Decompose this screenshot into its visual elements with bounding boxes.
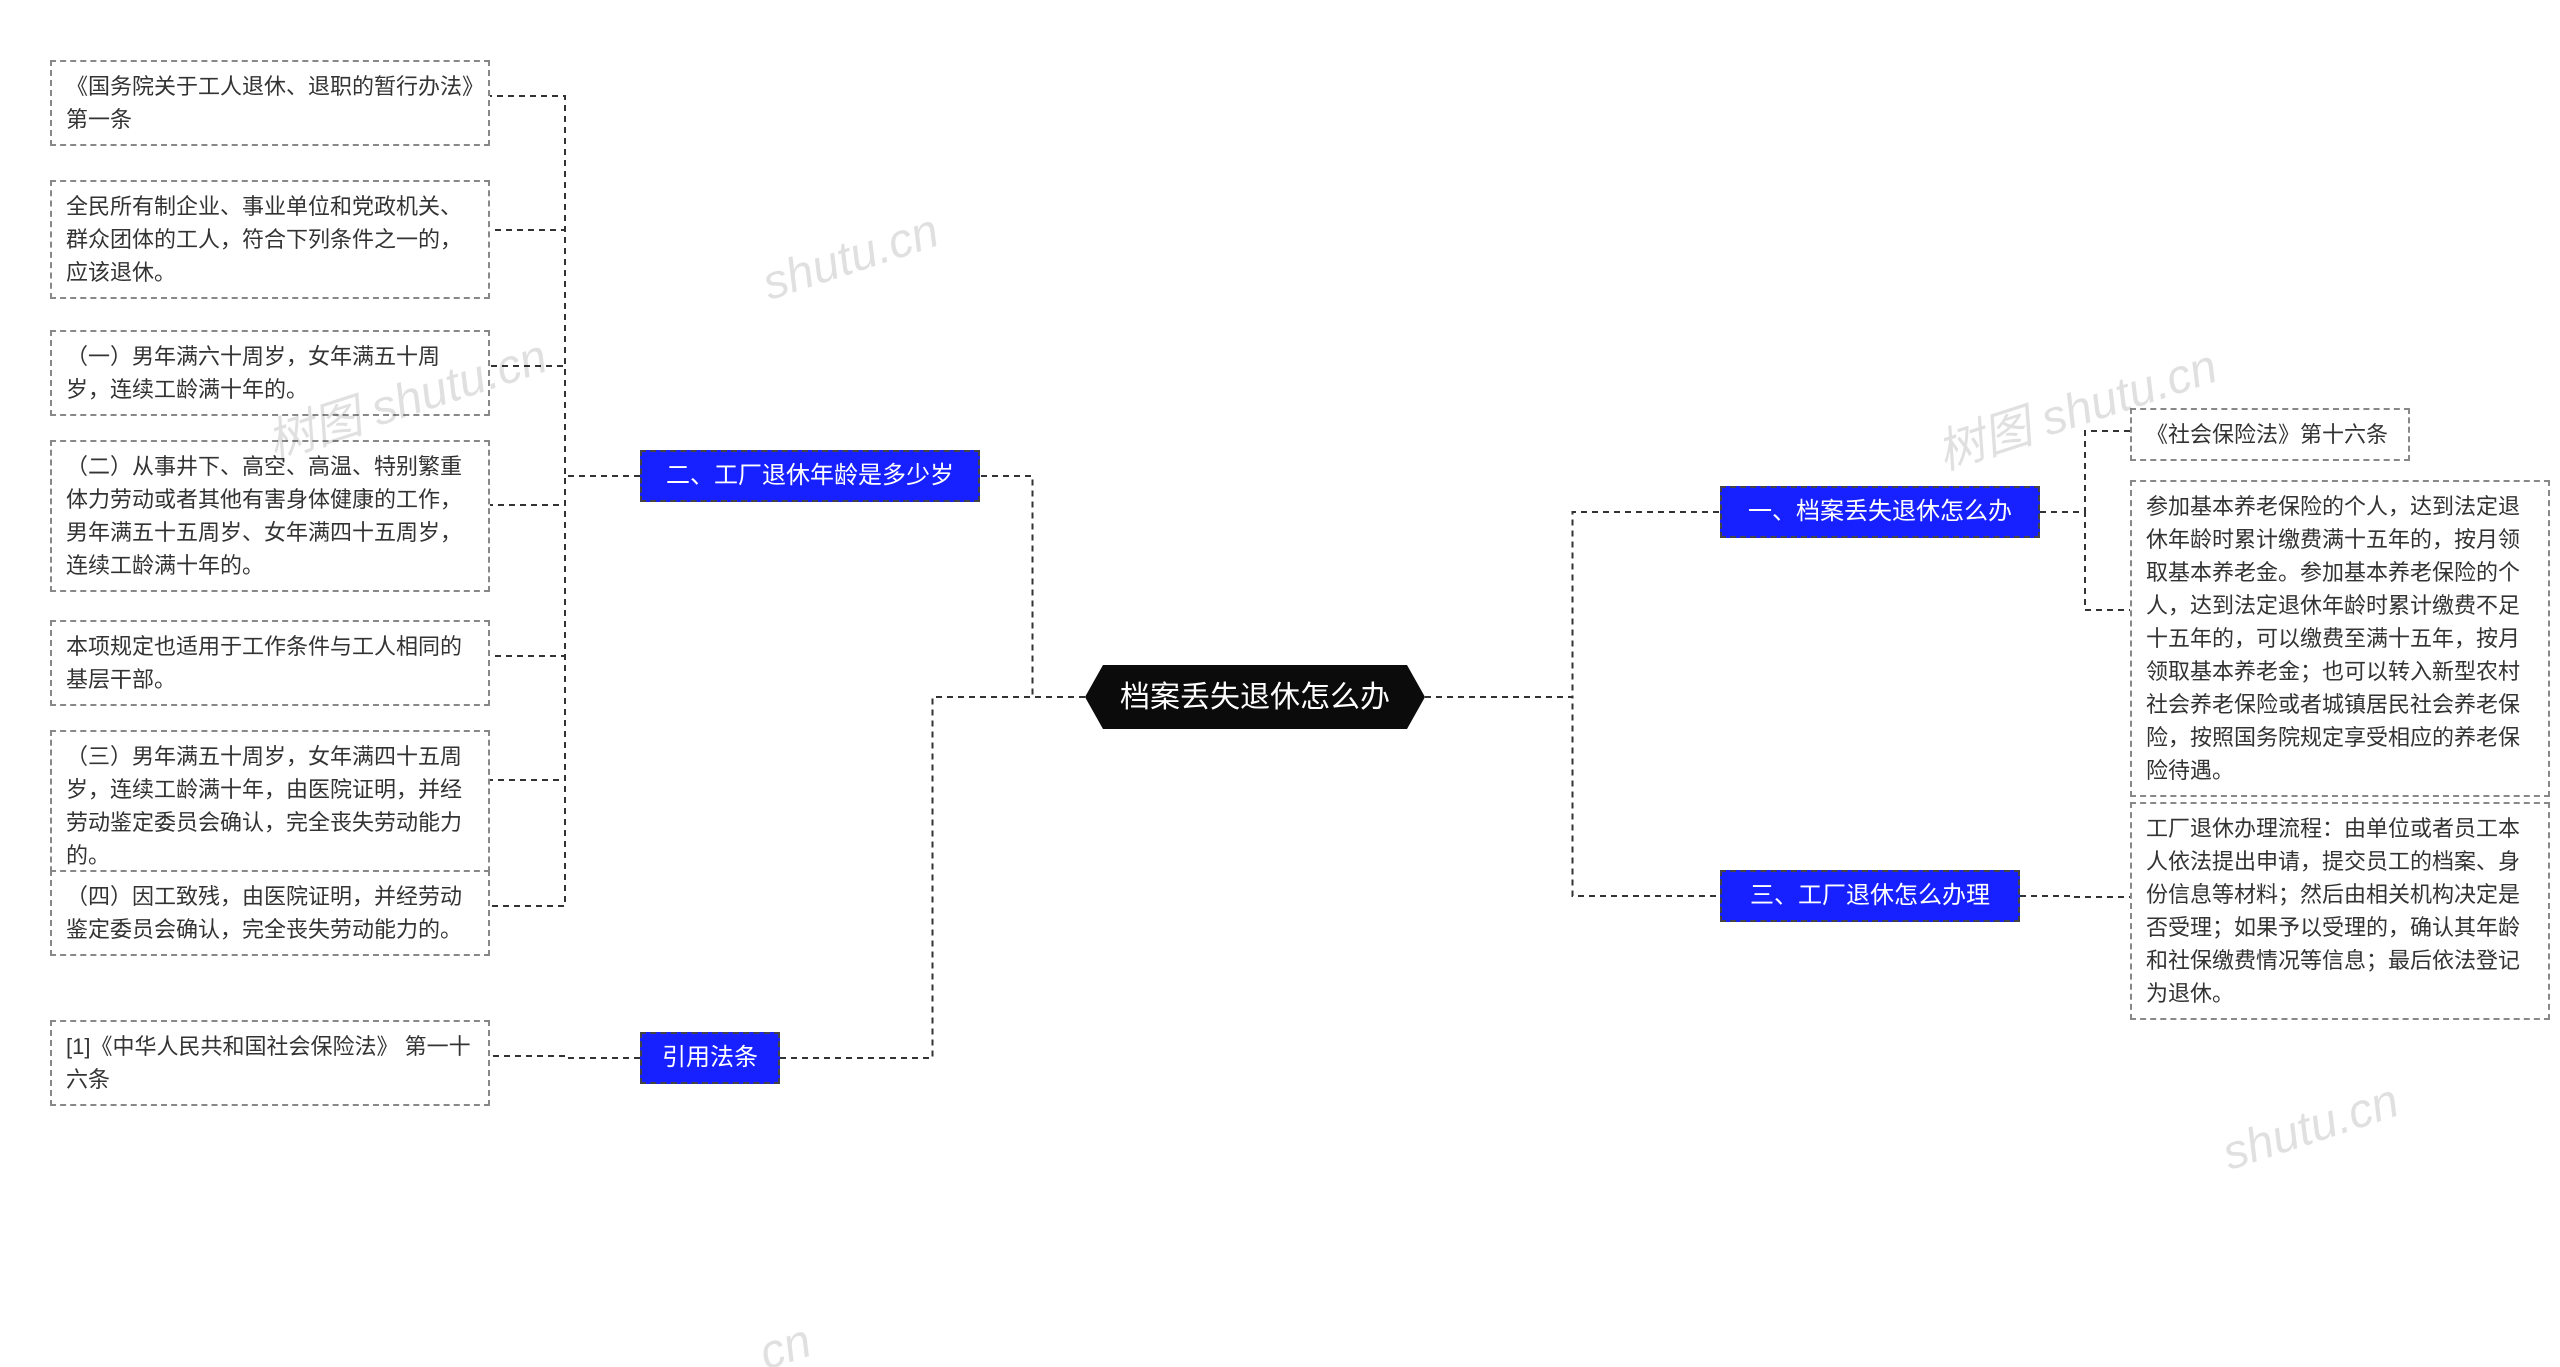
- leaf-text: 参加基本养老保险的个人，达到法定退休年龄时累计缴费满十五年的，按月领取基本养老金…: [2146, 490, 2534, 787]
- leaf-node: 本项规定也适用于工作条件与工人相同的基层干部。: [50, 620, 490, 706]
- leaf-node: （二）从事井下、高空、高温、特别繁重体力劳动或者其他有害身体健康的工作，男年满五…: [50, 440, 490, 592]
- root-label: 档案丢失退休怎么办: [1120, 675, 1390, 720]
- leaf-text: （一）男年满六十周岁，女年满五十周岁，连续工龄满十年的。: [66, 340, 474, 406]
- branch-node-1: 一、档案丢失退休怎么办: [1720, 486, 2040, 538]
- watermark: shutu.cn: [756, 203, 946, 311]
- leaf-text: 《国务院关于工人退休、退职的暂行办法》第一条: [66, 70, 474, 136]
- leaf-node: （一）男年满六十周岁，女年满五十周岁，连续工龄满十年的。: [50, 330, 490, 416]
- branch-label-1: 一、档案丢失退休怎么办: [1748, 494, 2012, 530]
- branch-label-2: 二、工厂退休年龄是多少岁: [666, 458, 954, 494]
- leaf-text: [1]《中华人民共和国社会保险法》 第一十六条: [66, 1030, 474, 1096]
- root-node: 档案丢失退休怎么办: [1085, 665, 1425, 729]
- leaf-node: 全民所有制企业、事业单位和党政机关、群众团体的工人，符合下列条件之一的，应该退休…: [50, 180, 490, 299]
- leaf-text: 工厂退休办理流程：由单位或者员工本人依法提出申请，提交员工的档案、身份信息等材料…: [2146, 812, 2534, 1010]
- branch-node-3: 三、工厂退休怎么办理: [1720, 870, 2020, 922]
- leaf-node: （四）因工致残，由医院证明，并经劳动鉴定委员会确认，完全丧失劳动能力的。: [50, 870, 490, 956]
- leaf-text: 全民所有制企业、事业单位和党政机关、群众团体的工人，符合下列条件之一的，应该退休…: [66, 190, 474, 289]
- leaf-text: 《社会保险法》第十六条: [2146, 418, 2388, 451]
- leaf-node: 参加基本养老保险的个人，达到法定退休年龄时累计缴费满十五年的，按月领取基本养老金…: [2130, 480, 2550, 797]
- leaf-text: （二）从事井下、高空、高温、特别繁重体力劳动或者其他有害身体健康的工作，男年满五…: [66, 450, 474, 582]
- leaf-text: （四）因工致残，由医院证明，并经劳动鉴定委员会确认，完全丧失劳动能力的。: [66, 880, 474, 946]
- branch-node-2: 二、工厂退休年龄是多少岁: [640, 450, 980, 502]
- leaf-node: （三）男年满五十周岁，女年满四十五周岁，连续工龄满十年，由医院证明，并经劳动鉴定…: [50, 730, 490, 882]
- leaf-node: 《国务院关于工人退休、退职的暂行办法》第一条: [50, 60, 490, 146]
- leaf-text: 本项规定也适用于工作条件与工人相同的基层干部。: [66, 630, 474, 696]
- branch-node-4: 引用法条: [640, 1032, 780, 1084]
- watermark: cn: [753, 1314, 818, 1367]
- leaf-node: 工厂退休办理流程：由单位或者员工本人依法提出申请，提交员工的档案、身份信息等材料…: [2130, 802, 2550, 1020]
- leaf-node: 《社会保险法》第十六条: [2130, 408, 2410, 461]
- branch-label-4: 引用法条: [662, 1040, 758, 1076]
- watermark: shutu.cn: [2216, 1073, 2406, 1181]
- leaf-text: （三）男年满五十周岁，女年满四十五周岁，连续工龄满十年，由医院证明，并经劳动鉴定…: [66, 740, 474, 872]
- branch-label-3: 三、工厂退休怎么办理: [1750, 878, 1990, 914]
- leaf-node: [1]《中华人民共和国社会保险法》 第一十六条: [50, 1020, 490, 1106]
